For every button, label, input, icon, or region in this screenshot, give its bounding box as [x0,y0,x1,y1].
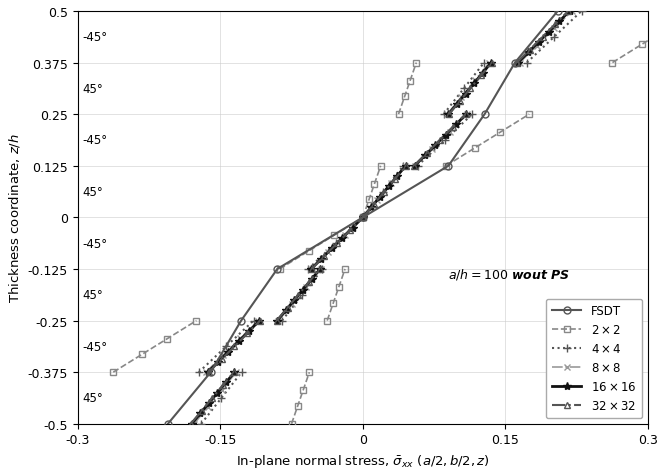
$32 \times 32$ [230,369,238,375]
$32 \times 32$ [196,409,204,415]
$16 \times 16$ [225,375,233,381]
FSDT [164,421,172,427]
FSDT [207,369,215,375]
$32 \times 32$ [211,392,219,398]
FSDT [237,318,245,324]
FSDT [481,112,489,118]
$16 \times 16$ [207,398,215,404]
$16 \times 16$ [188,421,196,427]
X-axis label: In-plane normal stress, $\bar{\sigma}_{xx}$ $(a/2, b/2, z)$: In-plane normal stress, $\bar{\sigma}_{x… [236,452,490,469]
$32 \times 32$ [225,375,233,381]
$4 \times 4$ [233,375,241,381]
FSDT [273,267,281,272]
$32 \times 32$ [215,387,223,392]
$2 \times 2$ [299,387,307,392]
$4 \times 4$ [215,398,223,404]
Line: $16 \times 16$: $16 \times 16$ [192,372,235,424]
Legend: FSDT, $2 \times 2$, $4 \times 4$, $8 \times 8$, $16 \times 16$, $32 \times 32$: FSDT, $2 \times 2$, $4 \times 4$, $8 \ti… [546,299,642,418]
$8 \times 8$ [232,369,240,375]
$4 \times 4$ [198,421,205,427]
$4 \times 4$ [229,381,237,387]
$4 \times 4$ [206,409,214,415]
Text: 45°: 45° [82,392,103,405]
$2 \times 2$ [291,409,299,415]
$8 \times 8$ [200,409,207,415]
$32 \times 32$ [187,421,195,427]
$2 \times 2$ [289,415,297,421]
$8 \times 8$ [227,375,235,381]
FSDT [554,9,562,15]
$8 \times 8$ [190,421,198,427]
$4 \times 4$ [201,415,209,421]
$8 \times 8$ [204,404,212,409]
FSDT [511,60,519,66]
Text: -45°: -45° [82,340,108,353]
$16 \times 16$ [216,387,224,392]
FSDT [444,164,452,169]
$2 \times 2$ [295,398,303,404]
Text: 45°: 45° [82,288,103,302]
$32 \times 32$ [192,415,200,421]
$8 \times 8$ [213,392,221,398]
$8 \times 8$ [209,398,217,404]
$16 \times 16$ [192,415,200,421]
FSDT [359,215,367,221]
Line: $4 \times 4$: $4 \times 4$ [201,372,241,424]
Line: $32 \times 32$: $32 \times 32$ [191,372,234,424]
Y-axis label: Thickness coordinate, $z/h$: Thickness coordinate, $z/h$ [7,133,22,303]
$16 \times 16$ [211,392,219,398]
Text: -45°: -45° [82,31,108,44]
$16 \times 16$ [202,404,210,409]
$16 \times 16$ [198,409,205,415]
$4 \times 4$ [224,387,232,392]
$16 \times 16$ [221,381,229,387]
Text: 45°: 45° [82,83,103,96]
$2 \times 2$ [305,369,313,375]
$8 \times 8$ [218,387,226,392]
$32 \times 32$ [201,404,209,409]
$4 \times 4$ [211,404,219,409]
Text: 45°: 45° [82,186,103,198]
$32 \times 32$ [206,398,214,404]
$4 \times 4$ [219,392,227,398]
Text: $a/h = 100$ wout PS: $a/h = 100$ wout PS [448,266,571,281]
Text: -45°: -45° [82,134,108,147]
$32 \times 32$ [220,381,228,387]
$8 \times 8$ [195,415,203,421]
Line: $8 \times 8$: $8 \times 8$ [194,372,236,424]
$2 \times 2$ [301,381,309,387]
Line: FSDT: FSDT [164,9,561,427]
$2 \times 2$ [287,421,295,427]
Line: $2 \times 2$: $2 \times 2$ [291,372,309,424]
Text: -45°: -45° [82,237,108,250]
$8 \times 8$ [223,381,231,387]
$2 \times 2$ [303,375,311,381]
$2 \times 2$ [297,392,305,398]
$2 \times 2$ [293,404,301,409]
$16 \times 16$ [231,369,239,375]
$4 \times 4$ [237,369,245,375]
